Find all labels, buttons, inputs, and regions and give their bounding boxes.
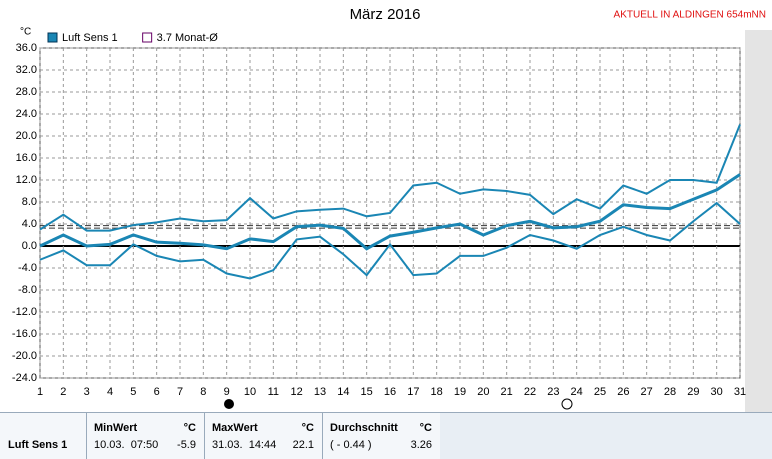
y-tick-label: 24.0 [16,108,37,120]
table-text: °C [301,422,314,434]
row-cell: Luft Sens 1 [0,413,86,459]
x-tick-label: 28 [664,386,676,398]
table-text: -5.9 [177,439,196,451]
x-tick-label: 19 [454,386,466,398]
table-text: Durchschnitt [330,422,398,434]
chart: März 2016 AKTUELL IN ALDINGEN 654mNN °C … [12,6,772,412]
x-tick-label: 17 [407,386,419,398]
table-text: °C [419,422,432,434]
y-tick-label: 20.0 [16,130,37,142]
x-tick-label: 7 [177,386,183,398]
x-tick-label: 1 [37,386,43,398]
table-text: °C [183,422,196,434]
series-line [39,201,741,280]
stat-cell: MaxWert °C 31.03. 14:44 22.1 [204,413,322,459]
y-tick-label: -12.0 [12,306,37,318]
y-tick-label: 8.0 [22,196,37,208]
moon-full [224,399,234,409]
series-line [39,173,741,251]
x-tick-label: 2 [60,386,66,398]
legend-swatch [47,32,58,43]
x-tick-label: 25 [594,386,606,398]
y-tick-label: 4.0 [22,218,37,230]
x-tick-label: 16 [384,386,396,398]
y-unit: °C [20,27,31,38]
table-text: MinWert [94,422,138,434]
legend-swatch [142,32,153,43]
x-tick-label: 27 [641,386,653,398]
x-tick-label: 21 [501,386,513,398]
chart-title: März 2016 [350,6,421,23]
y-tick-label: -8.0 [18,284,37,296]
y-tick-label: -4.0 [18,262,37,274]
stats-table: Luft Sens 1 MinWert °C 10.03. 07:50 -5.9 Max… [0,412,772,459]
table-text: MaxWert [212,422,258,434]
x-tick-label: 5 [130,386,136,398]
y-tick-label: -20.0 [12,350,37,362]
x-tick-label: 15 [361,386,373,398]
x-tick-label: 6 [154,386,160,398]
side-panel [745,30,772,412]
table-text: 22.1 [292,439,314,451]
x-tick-label: 24 [571,386,583,398]
x-tick-label: 10 [244,386,256,398]
y-tick-label: 16.0 [16,152,37,164]
y-tick-label: 0.0 [22,240,37,252]
x-tick-label: 14 [337,386,349,398]
y-tick-label: 36.0 [16,42,37,54]
x-tick-label: 22 [524,386,536,398]
legend-label: 3.7 Monat-Ø [157,32,219,44]
table-text: ( - 0.44 ) [330,439,372,451]
x-tick-label: 18 [431,386,443,398]
x-tick-label: 31 [734,386,746,398]
x-tick-label: 8 [200,386,206,398]
x-tick-label: 9 [224,386,230,398]
x-tick-label: 20 [477,386,489,398]
stat-cell: Durchschnitt °C ( - 0.44 ) 3.26 [322,413,440,459]
row-label: Luft Sens 1 [8,439,68,451]
stat-cell: MinWert °C 10.03. 07:50 -5.9 [86,413,204,459]
table-text: 31.03. 14:44 [212,439,277,451]
y-tick-label: -24.0 [12,372,37,384]
table-text: 3.26 [410,439,432,451]
table-text: 10.03. 07:50 [94,439,159,451]
legend-label: Luft Sens 1 [62,32,118,44]
subtitle: AKTUELL IN ALDINGEN 654mNN [614,10,766,21]
series-line [39,124,741,232]
x-tick-label: 4 [107,386,113,398]
x-tick-label: 11 [268,386,279,398]
y-tick-label: -16.0 [12,328,37,340]
moon-new [561,398,573,410]
x-tick-label: 3 [84,386,90,398]
x-tick-label: 23 [547,386,559,398]
x-tick-label: 30 [711,386,723,398]
y-tick-label: 28.0 [16,86,37,98]
x-tick-label: 26 [617,386,629,398]
x-tick-label: 29 [687,386,699,398]
x-tick-label: 12 [291,386,303,398]
y-tick-label: 12.0 [16,174,37,186]
y-tick-label: 32.0 [16,64,37,76]
x-tick-label: 13 [314,386,326,398]
